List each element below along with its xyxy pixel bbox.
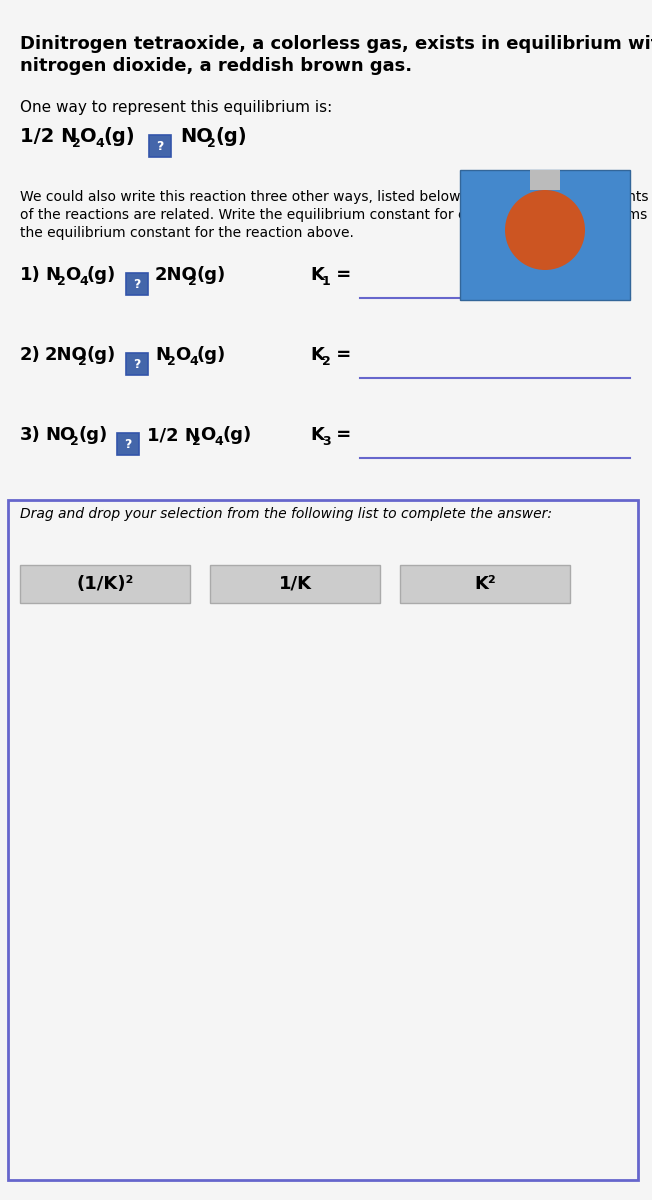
Text: 2: 2 (57, 275, 66, 288)
Text: (g): (g) (78, 426, 107, 444)
Text: 2): 2) (20, 346, 40, 364)
Text: the equilibrium constant for the reaction above.: the equilibrium constant for the reactio… (20, 226, 354, 240)
Text: 2NO: 2NO (155, 266, 198, 284)
Bar (8, 500, 638, 1180)
Text: 3): 3) (20, 426, 40, 444)
Text: 2: 2 (70, 434, 79, 448)
Bar (117, 433, 139, 455)
Text: 1: 1 (322, 275, 331, 288)
Text: 1): 1) (20, 266, 40, 284)
Text: N: N (155, 346, 170, 364)
Text: of the reactions are related. Write the equilibrium constant for each new reacti: of the reactions are related. Write the … (20, 208, 652, 222)
Bar (460, 170, 630, 300)
Ellipse shape (505, 190, 585, 270)
Bar (126, 353, 148, 374)
Text: N: N (45, 266, 60, 284)
Text: One way to represent this equilibrium is:: One way to represent this equilibrium is… (20, 100, 333, 115)
Text: (g): (g) (215, 127, 246, 146)
Text: 1/K: 1/K (278, 575, 312, 593)
Text: (g): (g) (86, 346, 115, 364)
Text: nitrogen dioxide, a reddish brown gas.: nitrogen dioxide, a reddish brown gas. (20, 56, 412, 74)
Text: (g): (g) (103, 127, 134, 146)
Text: 2: 2 (192, 434, 201, 448)
Text: We could also write this reaction three other ways, listed below. The equilibriu: We could also write this reaction three … (20, 190, 652, 204)
Text: ?: ? (125, 438, 132, 450)
Text: ?: ? (133, 277, 141, 290)
Text: (1/K)²: (1/K)² (76, 575, 134, 593)
Text: =: = (330, 426, 351, 444)
Text: Dinitrogen tetraoxide, a colorless gas, exists in equilibrium with: Dinitrogen tetraoxide, a colorless gas, … (20, 35, 652, 53)
Bar (400, 565, 570, 602)
Text: 4: 4 (95, 137, 104, 150)
Bar (149, 134, 171, 157)
Text: K: K (310, 266, 324, 284)
Text: (g): (g) (197, 346, 226, 364)
Text: 2: 2 (78, 355, 87, 368)
Text: =: = (330, 346, 351, 364)
Bar (20, 565, 190, 602)
Text: Drag and drop your selection from the following list to complete the answer:: Drag and drop your selection from the fo… (20, 506, 552, 521)
Text: 2: 2 (207, 137, 216, 150)
Text: NO: NO (180, 127, 213, 146)
Text: ?: ? (156, 139, 164, 152)
Text: (g): (g) (87, 266, 116, 284)
Text: 2: 2 (322, 355, 331, 368)
Text: ?: ? (133, 358, 141, 371)
Text: 2NO: 2NO (45, 346, 88, 364)
Text: O: O (80, 127, 96, 146)
Text: 4: 4 (214, 434, 223, 448)
Text: 1/2 N: 1/2 N (20, 127, 78, 146)
Text: 1/2 N: 1/2 N (147, 426, 200, 444)
Bar (210, 565, 380, 602)
Text: K: K (310, 426, 324, 444)
Text: O: O (65, 266, 80, 284)
Text: 2: 2 (167, 355, 176, 368)
Text: 2: 2 (188, 275, 197, 288)
Text: 4: 4 (189, 355, 198, 368)
Bar (126, 272, 148, 295)
Text: =: = (330, 266, 351, 284)
Bar (530, 170, 560, 190)
Text: 3: 3 (322, 434, 331, 448)
Text: K: K (310, 346, 324, 364)
Text: 2: 2 (72, 137, 81, 150)
Text: (g): (g) (222, 426, 251, 444)
Text: K²: K² (474, 575, 496, 593)
Text: 4: 4 (79, 275, 88, 288)
Text: O: O (175, 346, 190, 364)
Text: O: O (200, 426, 215, 444)
Text: NO: NO (45, 426, 75, 444)
Text: (g): (g) (196, 266, 225, 284)
